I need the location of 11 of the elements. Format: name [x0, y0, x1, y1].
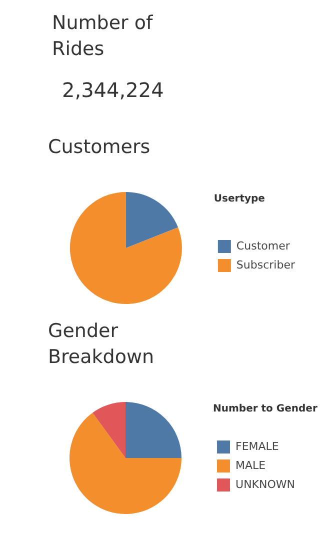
text: 2,344,224 — [62, 78, 164, 102]
legend-label: FEMALE — [236, 440, 279, 453]
chart-title: Customers — [48, 135, 152, 160]
legend-title: Usertype — [214, 194, 266, 205]
chart-title: Gender Breakdown — [48, 319, 156, 370]
text: Number of Rides — [52, 11, 154, 62]
legend-title: Number to Gender — [213, 404, 318, 415]
legend-label: Subscriber — [236, 258, 296, 272]
legend-label: MALE — [236, 458, 266, 472]
legend-label: Customer — [236, 239, 290, 252]
legend-label: UNKNOWN — [236, 478, 296, 491]
